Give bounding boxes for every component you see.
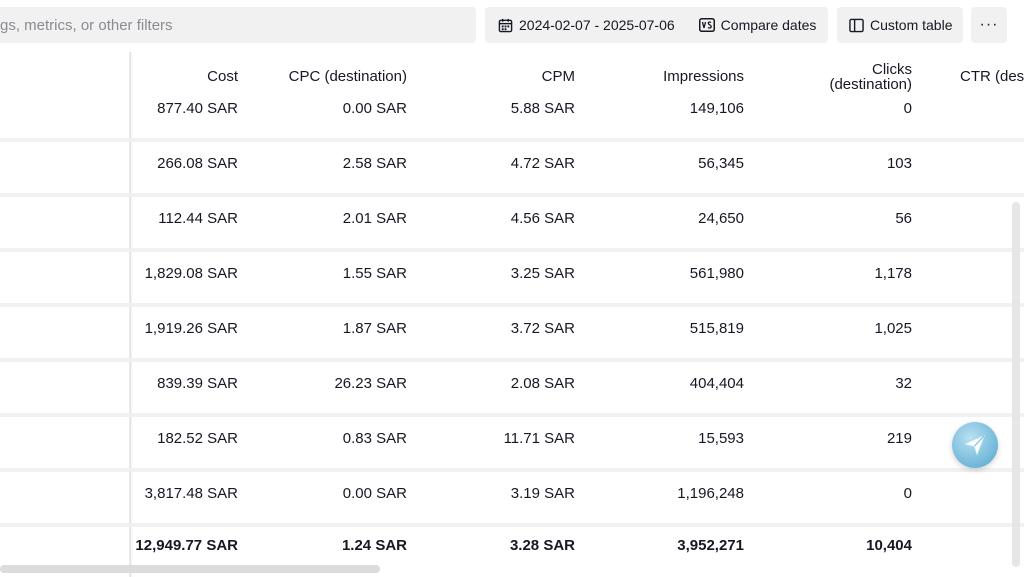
cell-cpm: 3.72 SAR — [510, 320, 575, 337]
cell-impressions: 24,650 — [698, 210, 744, 227]
cell-cpc: 0.00 SAR — [342, 485, 407, 502]
cell-impressions: 561,980 — [689, 265, 744, 282]
cell-cpm: 3.19 SAR — [510, 485, 575, 502]
column-header-cpc[interactable]: CPC (destination) — [288, 68, 407, 85]
assistant-button[interactable] — [952, 422, 998, 468]
column-header-ctr[interactable]: CTR (des — [960, 68, 1024, 85]
row-divider — [0, 523, 1024, 527]
row-divider — [0, 248, 1024, 252]
custom-table-button[interactable]: Custom table — [837, 7, 963, 43]
search-input[interactable]: gs, metrics, or other filters — [0, 7, 476, 43]
cell-cpm: 5.88 SAR — [510, 100, 575, 117]
cell-clicks: 1,178 — [874, 265, 912, 282]
horizontal-scrollbar[interactable] — [0, 565, 380, 573]
date-range-button[interactable]: 2024-02-07 - 2025-07-06 — [498, 17, 675, 33]
cell-cpc: 2.58 SAR — [342, 155, 407, 172]
cell-cost: 3,817.48 SAR — [144, 485, 238, 502]
cell-impressions: 404,404 — [689, 375, 744, 392]
cell-clicks: 103 — [886, 155, 912, 172]
row-divider — [0, 303, 1024, 307]
column-header-clicks-sub: (destination) — [829, 76, 912, 93]
compare-dates-label: Compare dates — [720, 17, 817, 33]
cell-cost: 877.40 SAR — [157, 100, 238, 117]
column-header-cost[interactable]: Cost — [207, 68, 238, 85]
cell-clicks: 0 — [903, 100, 912, 117]
row-divider — [0, 138, 1024, 142]
cell-cost: 182.52 SAR — [157, 430, 238, 447]
total-cell-clicks: 10,404 — [866, 537, 912, 554]
row-divider — [0, 413, 1024, 417]
cell-impressions: 56,345 — [698, 155, 744, 172]
columns-icon — [849, 18, 864, 32]
cell-cost: 266.08 SAR — [157, 155, 238, 172]
cell-impressions: 515,819 — [689, 320, 744, 337]
assistant-icon — [964, 435, 985, 456]
compare-icon — [698, 18, 715, 32]
cell-cpc: 1.87 SAR — [342, 320, 407, 337]
cell-clicks: 1,025 — [874, 320, 912, 337]
row-divider — [0, 468, 1024, 472]
cell-cost: 1,919.26 SAR — [144, 320, 238, 337]
cell-cpm: 3.25 SAR — [510, 265, 575, 282]
data-table: Cost CPC (destination) CPM Impressions C… — [0, 52, 1024, 577]
total-cell-cost: 12,949.77 SAR — [135, 537, 238, 554]
custom-table-label: Custom table — [870, 17, 953, 33]
column-header-impressions[interactable]: Impressions — [663, 68, 744, 85]
cell-cpc: 1.55 SAR — [342, 265, 407, 282]
column-header-cpm[interactable]: CPM — [541, 68, 575, 85]
cell-cpc: 0.83 SAR — [342, 430, 407, 447]
total-cell-impressions: 3,952,271 — [677, 537, 744, 554]
cell-cost: 112.44 SAR — [158, 210, 238, 227]
cell-cost: 839.39 SAR — [157, 375, 238, 392]
cell-cpm: 2.08 SAR — [510, 375, 575, 392]
row-divider — [0, 358, 1024, 362]
cell-cpc: 26.23 SAR — [334, 375, 407, 392]
compare-dates-button[interactable]: Compare dates — [698, 17, 817, 33]
cell-clicks: 0 — [903, 485, 912, 502]
more-options-button[interactable]: ··· — [971, 7, 1007, 43]
cell-cpc: 2.01 SAR — [342, 210, 407, 227]
total-cell-cpc: 1.24 SAR — [341, 537, 407, 554]
cell-cost: 1,829.08 SAR — [144, 265, 238, 282]
cell-cpc: 0.00 SAR — [342, 100, 407, 117]
date-range-bar: 2024-02-07 - 2025-07-06 Compare dates — [485, 7, 828, 43]
cell-clicks: 219 — [886, 430, 912, 447]
cell-clicks: 56 — [895, 210, 912, 227]
cell-impressions: 149,106 — [689, 100, 744, 117]
cell-clicks: 32 — [895, 375, 912, 392]
column-header-clicks[interactable]: Clicks — [872, 61, 912, 78]
cell-cpm: 11.71 SAR — [503, 430, 575, 447]
cell-cpm: 4.56 SAR — [510, 210, 575, 227]
vertical-scrollbar[interactable] — [1012, 202, 1020, 567]
total-cell-cpm: 3.28 SAR — [509, 537, 575, 554]
more-icon: ··· — [979, 16, 999, 33]
frozen-column-divider — [130, 52, 131, 577]
toolbar: gs, metrics, or other filters 2024-02-07… — [0, 0, 1024, 50]
calendar-icon — [498, 18, 513, 32]
row-divider — [0, 193, 1024, 197]
frozen-column-shadow — [129, 52, 133, 577]
cell-cpm: 4.72 SAR — [510, 155, 575, 172]
date-range-label: 2024-02-07 - 2025-07-06 — [519, 17, 675, 33]
search-placeholder: gs, metrics, or other filters — [0, 16, 173, 34]
cell-impressions: 1,196,248 — [677, 485, 744, 502]
cell-impressions: 15,593 — [698, 430, 744, 447]
